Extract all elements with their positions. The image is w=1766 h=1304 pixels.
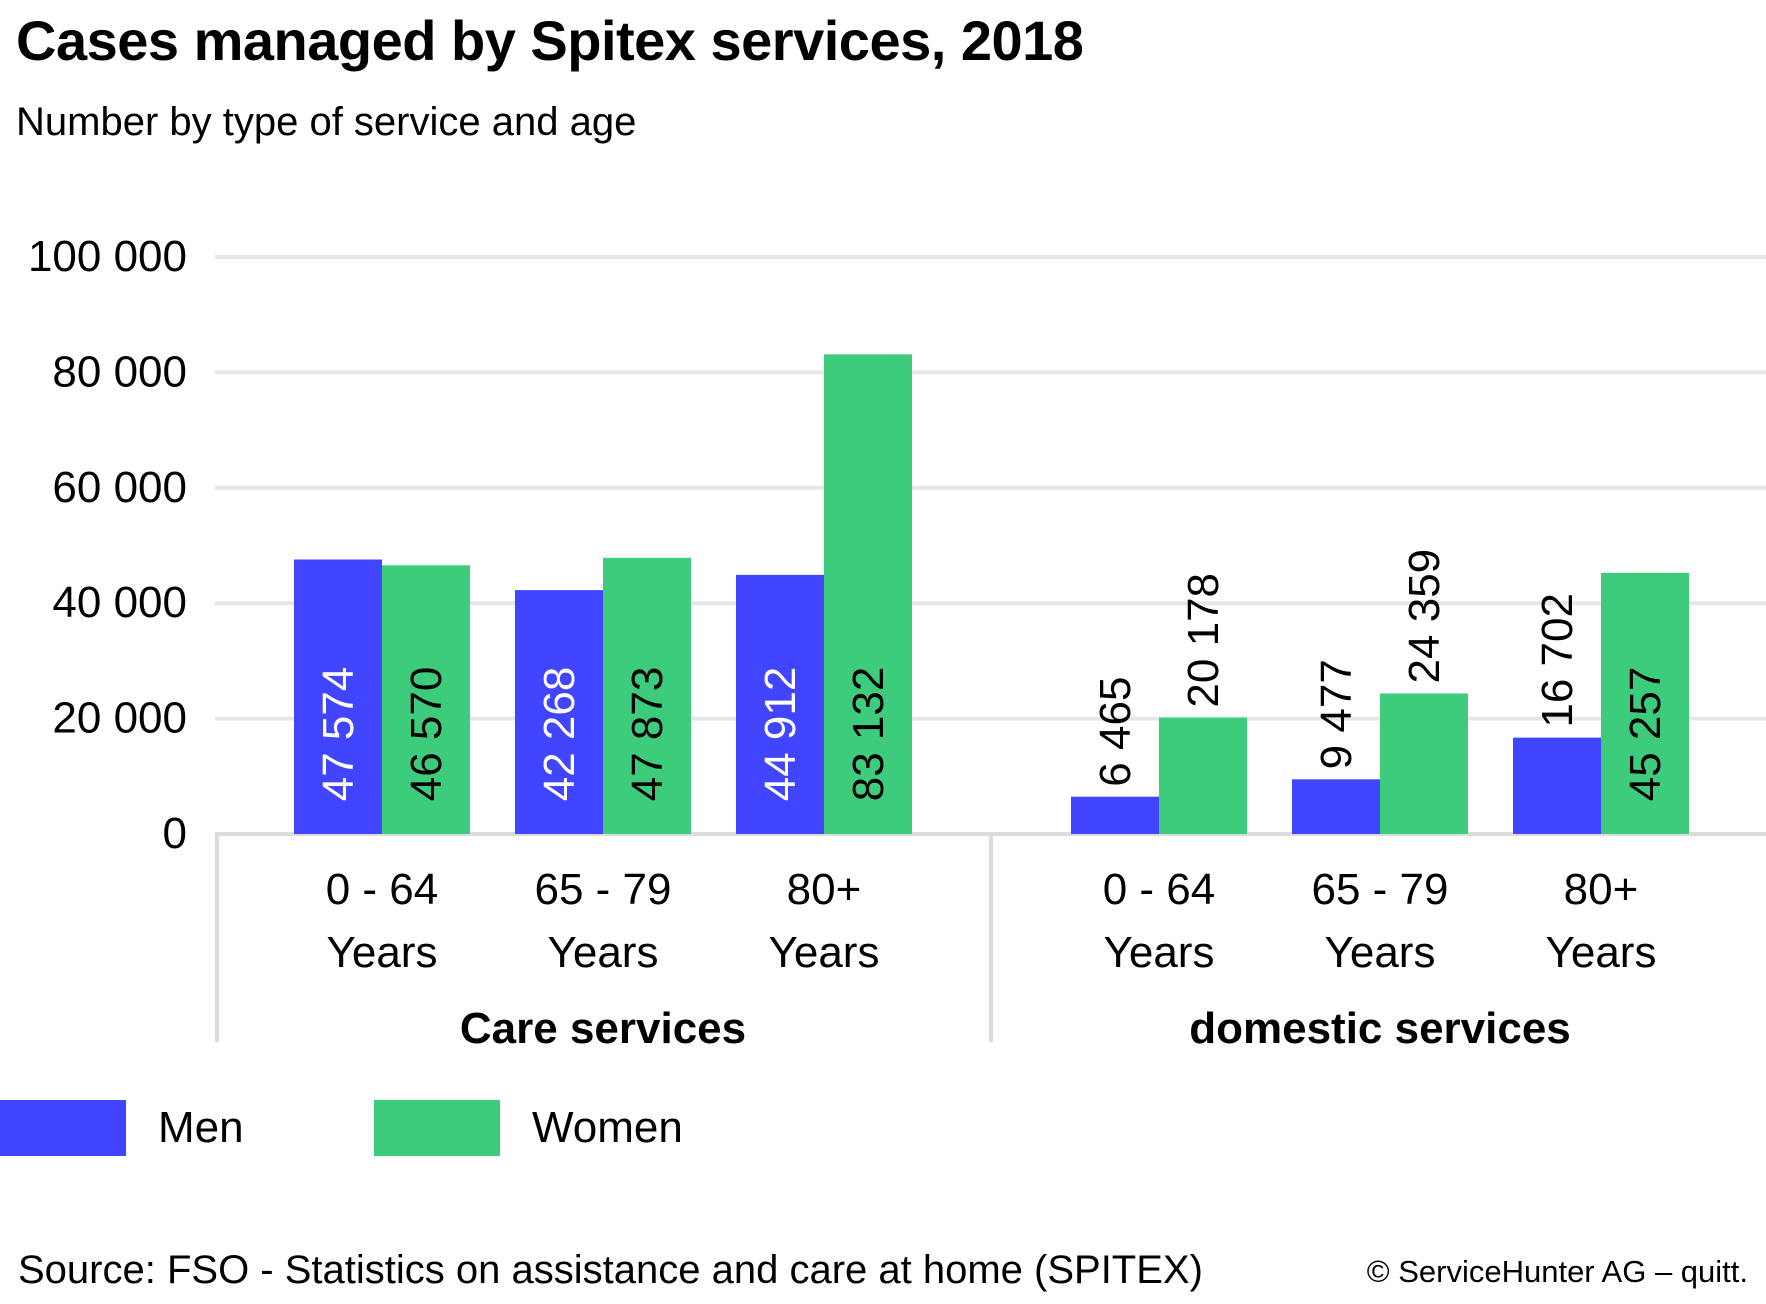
bar-men xyxy=(294,559,382,834)
legend-swatch-men xyxy=(0,1100,126,1156)
bar-value-label: 47 873 xyxy=(623,667,672,802)
y-tick-label: 0 xyxy=(163,809,187,858)
bar-value-label: 6 465 xyxy=(1091,677,1140,787)
x-group-label: domestic services xyxy=(1189,1004,1571,1053)
x-category-label: 65 - 79 xyxy=(1312,865,1449,914)
bar-women xyxy=(1601,572,1689,834)
bar-value-label: 20 178 xyxy=(1179,573,1228,708)
bar-value-label: 44 912 xyxy=(756,667,805,802)
x-category-label: 0 - 64 xyxy=(1103,865,1216,914)
legend-label-men: Men xyxy=(158,1103,244,1152)
bar-women xyxy=(824,354,912,834)
bar-value-label: 24 359 xyxy=(1400,549,1449,684)
bar-women xyxy=(603,557,691,834)
chart-subtitle: Number by type of service and age xyxy=(16,100,637,144)
x-category-label: Years xyxy=(1546,928,1657,977)
copyright-note: © ServiceHunter AG – quitt. xyxy=(1366,1254,1748,1289)
bar-men xyxy=(736,574,824,834)
x-category-label: Years xyxy=(769,928,880,977)
bar-value-label: 16 702 xyxy=(1533,593,1582,728)
y-tick-label: 60 000 xyxy=(52,463,187,512)
chart-title: Cases managed by Spitex services, 2018 xyxy=(16,9,1084,72)
bar-men xyxy=(1513,737,1601,834)
legend-label-women: Women xyxy=(532,1103,683,1152)
bar-women xyxy=(1159,717,1247,834)
x-category-label: Years xyxy=(1325,928,1436,977)
bar-men xyxy=(1071,796,1159,834)
bar-men xyxy=(515,590,603,834)
x-category-label: Years xyxy=(548,928,659,977)
x-category-label: Years xyxy=(327,928,438,977)
y-tick-label: 100 000 xyxy=(28,232,187,281)
legend-swatch-women xyxy=(374,1100,500,1156)
source-note: Source: FSO - Statistics on assistance a… xyxy=(18,1248,1203,1292)
legend-item-women: Women xyxy=(374,1100,683,1156)
legend-item-men: Men xyxy=(0,1100,244,1156)
x-category-label: 0 - 64 xyxy=(326,865,439,914)
bar-men xyxy=(1292,779,1380,834)
x-category-label: 80+ xyxy=(1564,865,1639,914)
bar-value-label: 83 132 xyxy=(844,667,893,802)
y-tick-label: 20 000 xyxy=(52,694,187,743)
bar-value-label: 42 268 xyxy=(535,667,584,802)
y-tick-label: 40 000 xyxy=(52,578,187,627)
bar-women xyxy=(1380,693,1468,834)
x-category-label: 65 - 79 xyxy=(535,865,672,914)
x-category-label: Years xyxy=(1104,928,1215,977)
bar-women xyxy=(382,565,470,834)
bar-value-label: 45 257 xyxy=(1621,667,1670,802)
bar-value-label: 47 574 xyxy=(314,667,363,802)
bar-chart: 0 20 000 40 000 60 000 80 000 100 000 47 574 46… xyxy=(28,232,1766,1053)
bar-value-label: 9 477 xyxy=(1312,659,1361,769)
x-category-label: 80+ xyxy=(787,865,862,914)
x-group-label: Care services xyxy=(460,1004,746,1053)
bar-value-label: 46 570 xyxy=(402,667,451,802)
y-tick-label: 80 000 xyxy=(52,347,187,396)
